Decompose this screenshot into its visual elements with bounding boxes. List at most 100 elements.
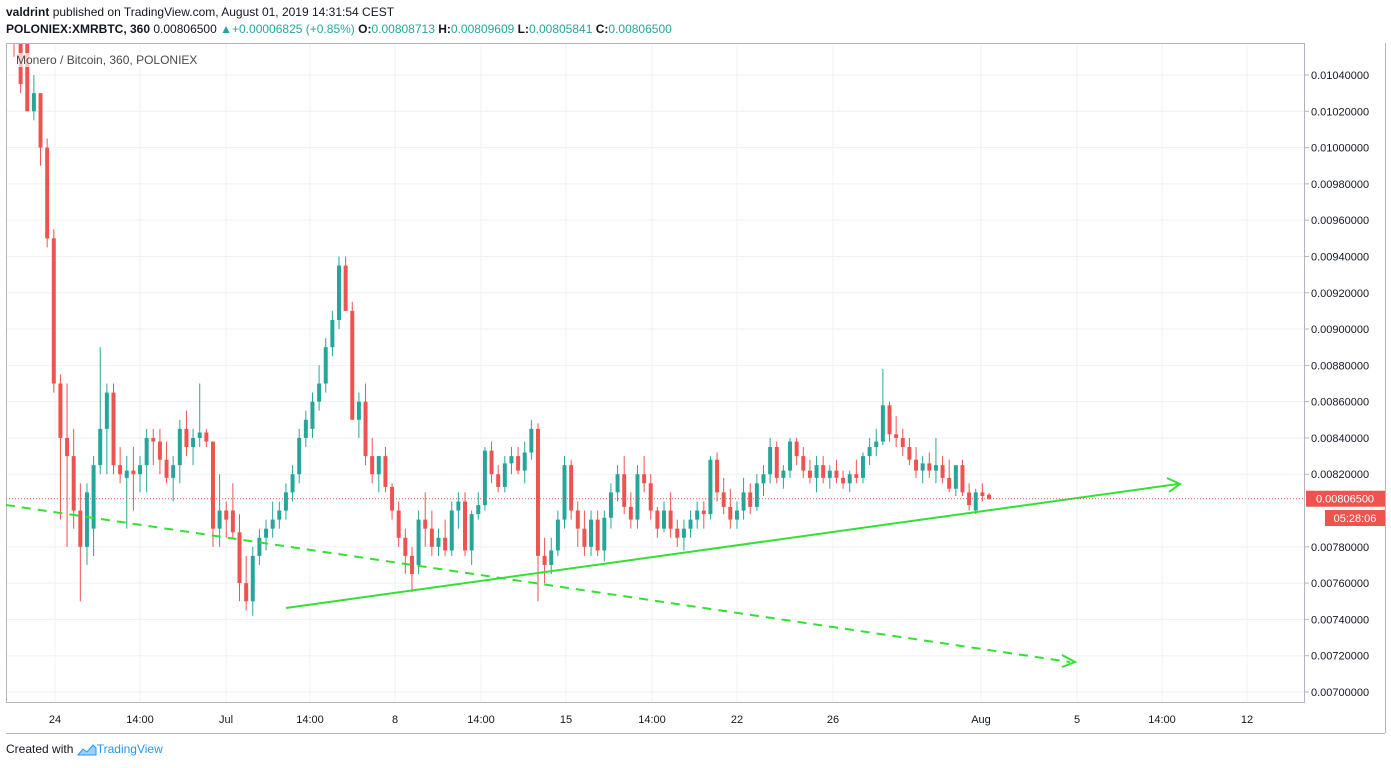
candle-body <box>874 441 879 448</box>
candle <box>575 501 580 547</box>
candle <box>264 519 269 551</box>
low-label: L: <box>517 22 529 36</box>
candle-body <box>774 447 779 478</box>
candle <box>244 555 249 611</box>
candle <box>230 483 235 538</box>
candle <box>71 428 76 529</box>
candle <box>774 441 779 484</box>
candle-body <box>25 44 30 112</box>
candle <box>841 470 846 489</box>
candle <box>171 456 176 502</box>
candle <box>721 477 726 515</box>
candle-body <box>157 441 162 460</box>
candle-body <box>887 405 892 435</box>
candle <box>662 501 666 533</box>
candle-body <box>841 477 846 484</box>
candle <box>416 510 421 575</box>
candle-body <box>655 510 660 529</box>
candle <box>860 452 865 484</box>
candle-body <box>788 441 793 471</box>
trendlines[interactable] <box>5 477 1182 668</box>
candle <box>323 338 328 393</box>
candle-body <box>184 428 189 448</box>
candle-body <box>330 319 335 348</box>
x-axis[interactable]: 24 14:00 Jul 14:00 8 14:00 15 14:00 22 26 Aug 5 14:0… <box>49 714 1253 726</box>
candle <box>947 459 952 493</box>
candle <box>210 441 215 547</box>
candle <box>933 437 938 484</box>
candle <box>409 546 414 593</box>
candle <box>927 452 932 478</box>
candle <box>781 465 786 489</box>
candle-body <box>821 465 826 478</box>
candle-body <box>582 528 587 547</box>
candle <box>847 470 852 493</box>
candle <box>894 416 899 448</box>
up-arrow-icon: ▲ <box>220 22 233 36</box>
candle <box>489 441 494 484</box>
candle <box>51 229 56 393</box>
candle-body <box>668 510 673 529</box>
candle-body <box>383 456 388 487</box>
x-tick-label: 14:00 <box>467 714 495 726</box>
candle-body <box>31 93 36 112</box>
candle-body <box>894 434 899 438</box>
candle <box>237 514 242 602</box>
y-axis[interactable]: 0.01040000 0.01020000 0.01000000 0.00980000… <box>1305 70 1369 699</box>
candle <box>874 428 879 457</box>
candle-body <box>801 456 806 471</box>
candle <box>224 501 229 538</box>
x-tick-label: 14:00 <box>126 714 154 726</box>
candle-body <box>177 428 182 466</box>
candle-body <box>562 465 567 520</box>
candle-body <box>171 465 176 478</box>
candle-body <box>423 519 428 529</box>
candle-body <box>204 432 209 442</box>
candle <box>668 492 673 538</box>
candle-body <box>635 474 640 520</box>
candle-body <box>476 505 481 515</box>
candle-body <box>555 519 560 551</box>
low-value: 0.00805841 <box>528 22 593 36</box>
ascending-trendline[interactable] <box>285 483 1179 609</box>
close-value: 0.00806500 <box>608 22 672 36</box>
candle-body <box>947 477 952 489</box>
y-tick-label: 0.00820000 <box>1311 469 1369 481</box>
x-tick-label: 8 <box>392 714 398 726</box>
candle-body <box>91 465 96 529</box>
candle <box>516 447 521 475</box>
candle <box>482 447 487 511</box>
candle <box>98 347 103 475</box>
candle <box>396 501 401 547</box>
y-tick-label: 0.00900000 <box>1311 324 1369 336</box>
x-tick-label: 12 <box>1241 714 1253 726</box>
candle-body <box>854 474 859 478</box>
candle-body <box>390 486 395 511</box>
candle <box>31 75 36 121</box>
candle <box>423 492 428 547</box>
tradingview-brand-link[interactable]: TradingView <box>96 742 163 756</box>
candle <box>741 477 746 520</box>
candle-body <box>164 459 169 478</box>
candle <box>290 465 295 502</box>
candle <box>887 401 892 442</box>
candle-body <box>237 532 242 584</box>
descending-trendline[interactable] <box>5 504 1071 663</box>
candle-body <box>933 465 938 471</box>
candle-body <box>827 470 832 478</box>
candle-body <box>807 470 812 478</box>
candle-body <box>144 437 149 466</box>
candle <box>880 368 885 446</box>
candle-body <box>595 519 600 551</box>
candle-body <box>151 437 156 442</box>
author-name[interactable]: valdrint <box>6 5 50 19</box>
candle-body <box>310 401 315 429</box>
pane-title: Monero / Bitcoin, 360, POLONIEX <box>16 53 198 67</box>
open-label: O: <box>358 22 372 36</box>
candle <box>648 474 653 520</box>
candle <box>801 447 806 478</box>
chart-grid <box>6 44 1305 702</box>
candle <box>390 483 395 520</box>
candle-body <box>297 437 302 475</box>
